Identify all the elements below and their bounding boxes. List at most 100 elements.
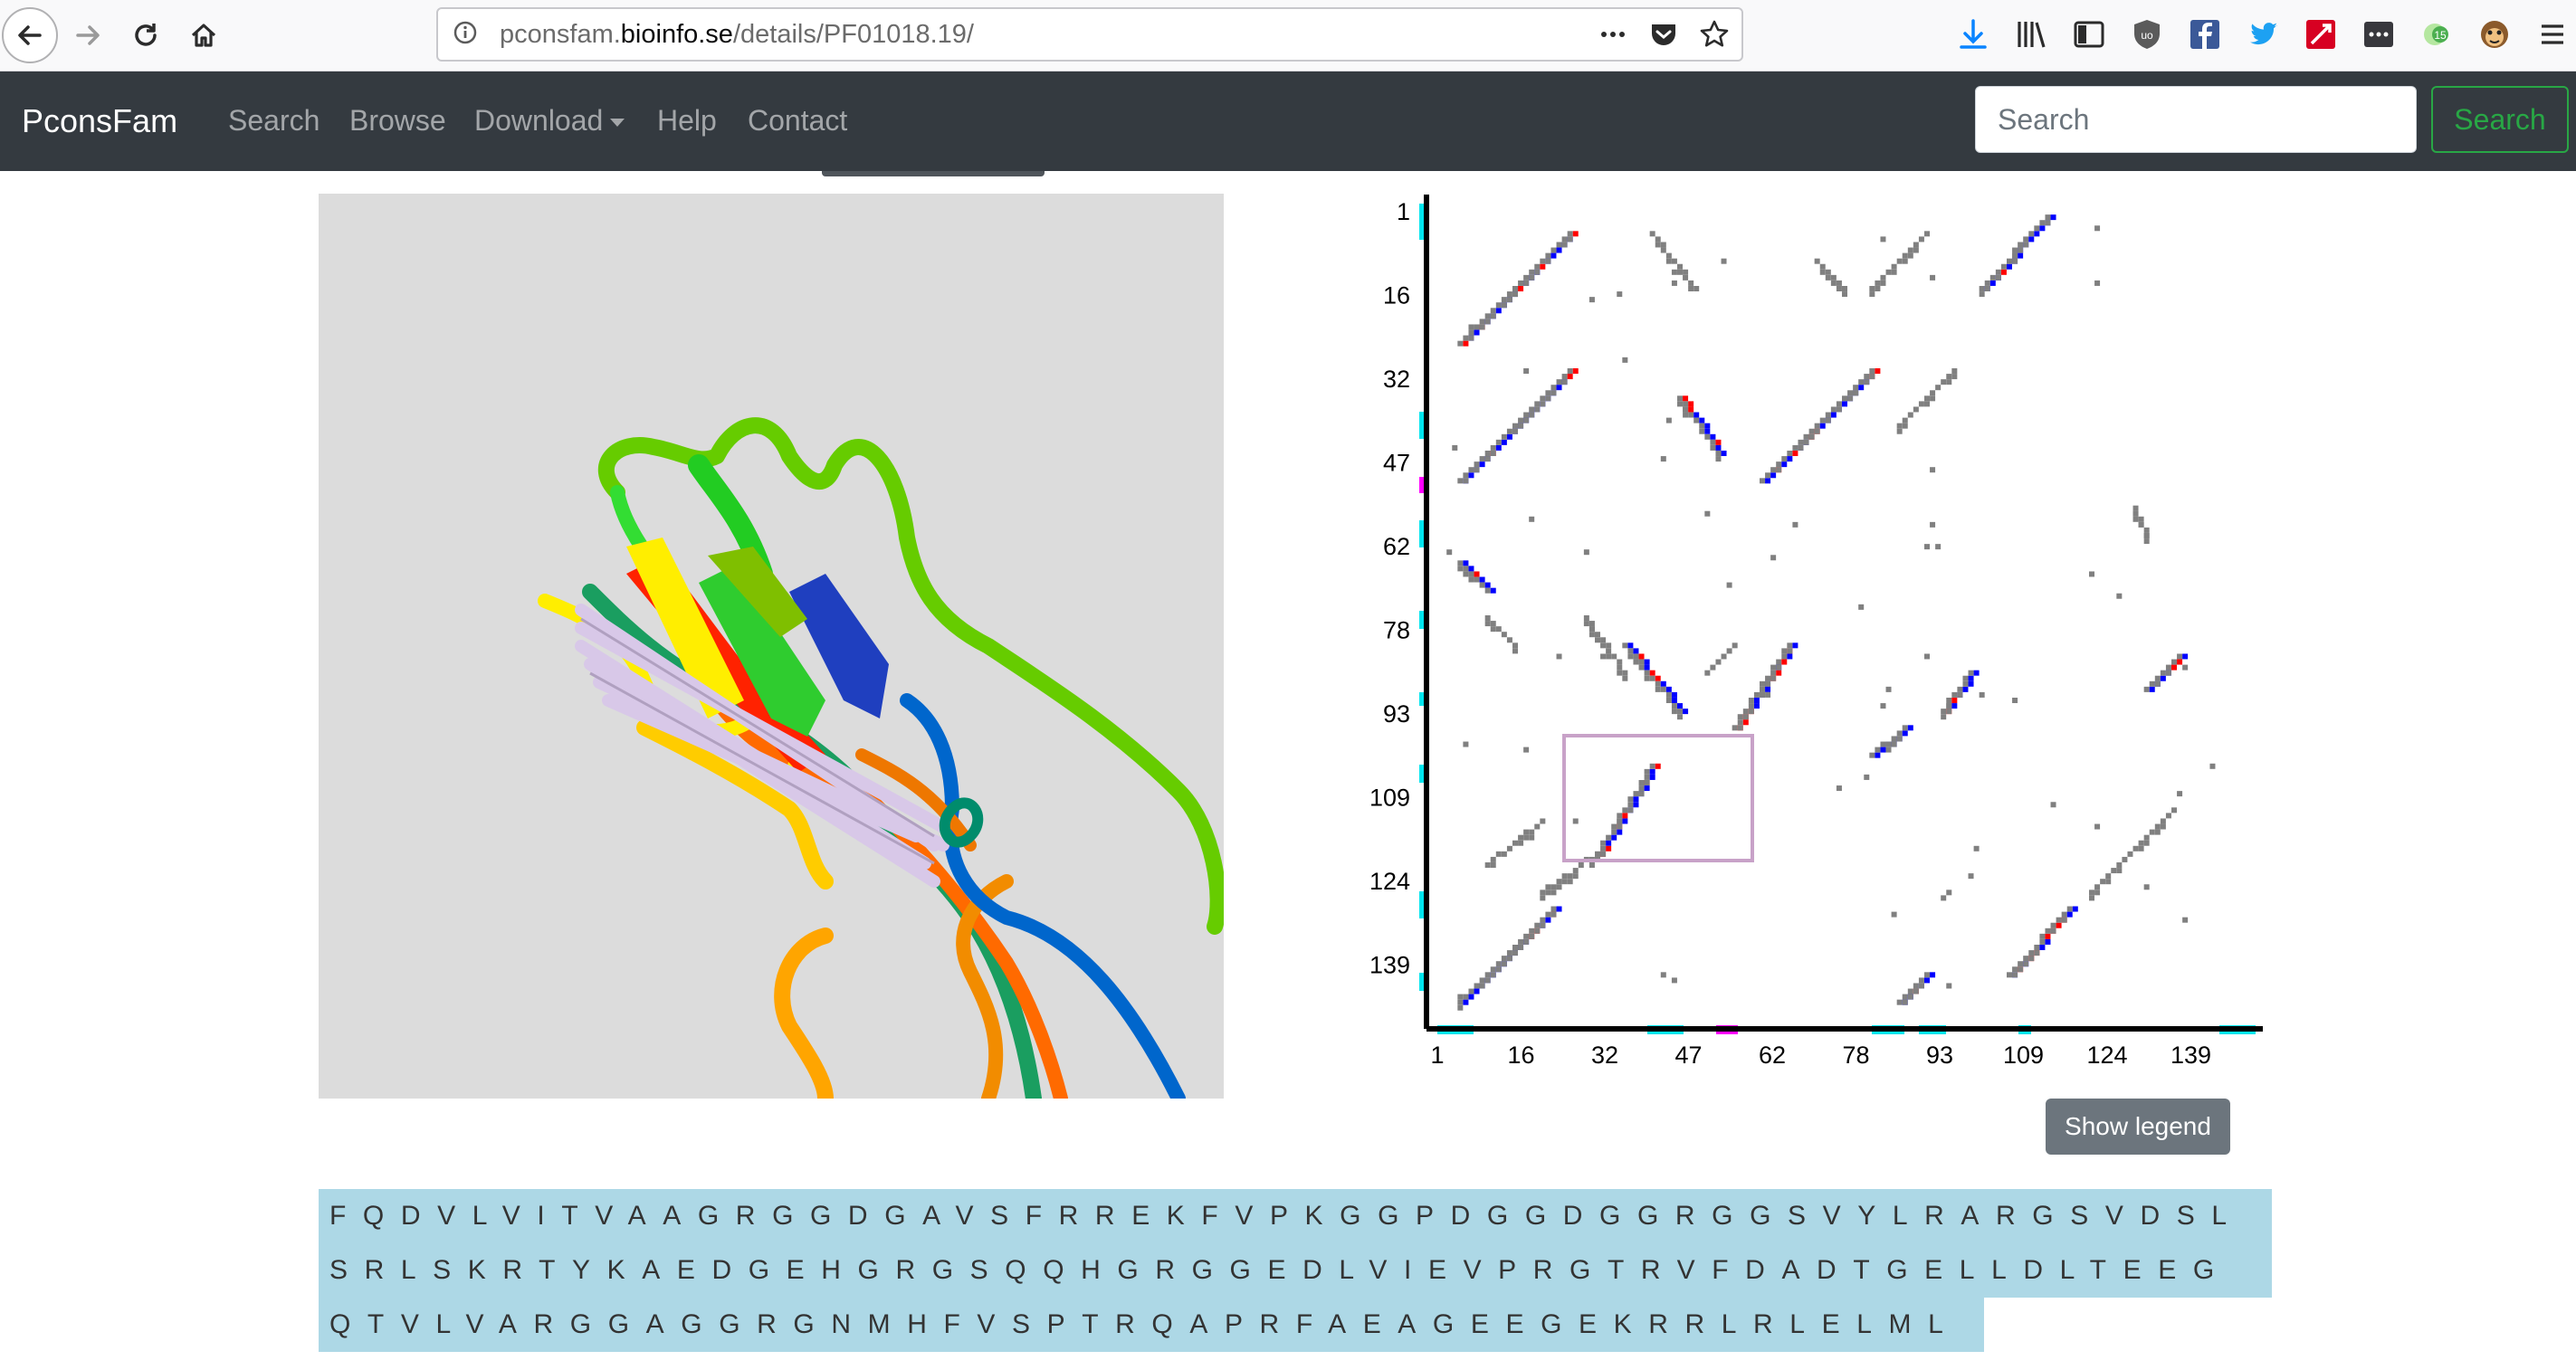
ublock-icon[interactable]: uo (2129, 16, 2165, 52)
contact-point (1671, 977, 1677, 984)
structure-viewer[interactable] (319, 194, 1224, 1099)
nav-browse[interactable]: Browse (349, 104, 446, 137)
info-icon[interactable] (453, 20, 478, 45)
menu-icon[interactable] (2534, 16, 2571, 52)
contact-point (1715, 439, 1722, 445)
contact-point (1655, 686, 1661, 692)
y-tick-label: 1 (1397, 198, 1410, 225)
contact-point (1907, 988, 1913, 994)
contact-point (1836, 785, 1842, 792)
contact-point (1787, 451, 1793, 456)
contact-point (1600, 637, 1607, 643)
contact-point (1550, 906, 1557, 912)
contact-point (2132, 845, 2139, 851)
contact-point (1765, 680, 1771, 687)
x-tick-label: 124 (2086, 1042, 2127, 1069)
contact-point (1583, 621, 1589, 627)
more-dots-icon[interactable] (1597, 18, 1629, 51)
contact-point (1819, 263, 1826, 270)
nav-contact[interactable]: Contact (748, 104, 848, 137)
twitter-icon[interactable] (2245, 16, 2281, 52)
contact-point (2000, 269, 2007, 275)
contact-point (1512, 945, 1518, 950)
contact-point (1753, 691, 1760, 698)
home-icon[interactable] (176, 7, 232, 63)
contact-point (1649, 763, 1655, 769)
nav-download[interactable]: Download (474, 104, 625, 138)
sequence-line[interactable]: QTVLVARGGAGGRGNMHFVSPTRQAPRFAEAGEEGEKRRL… (319, 1298, 1984, 1352)
contact-point (1902, 999, 1908, 1005)
search-input[interactable] (1975, 86, 2417, 153)
monkey-extension-icon[interactable] (2476, 16, 2513, 52)
contact-point (1550, 390, 1557, 396)
url-bar[interactable]: pconsfam.bioinfo.se/details/PF01018.19/ (436, 7, 1743, 62)
nav-help[interactable]: Help (657, 104, 717, 137)
red-extension-icon[interactable] (2303, 16, 2339, 52)
contact-map[interactable]: 1 16 32 47 62 78 93 109 124 139 1 16 32 47 62 78 93 109 1… (1358, 186, 2281, 1072)
contact-point (2045, 933, 2051, 939)
contact-point (2039, 938, 2046, 945)
contact-point (1463, 999, 1469, 1005)
contact-point (1495, 439, 1502, 445)
contact-point (1649, 768, 1655, 775)
contact-point (2143, 538, 2150, 545)
contact-point (1946, 379, 1952, 385)
contact-point (1787, 456, 1793, 462)
contact-point (1512, 423, 1518, 429)
contact-point (1776, 670, 1782, 676)
contact-point (1819, 423, 1826, 429)
sidebar-icon[interactable] (2071, 16, 2107, 52)
library-icon[interactable] (2013, 16, 2049, 52)
contact-point (1627, 802, 1634, 808)
contact-point (1875, 752, 1881, 758)
contact-point (1989, 274, 1996, 281)
contact-point (1550, 890, 1557, 896)
facebook-icon[interactable] (2187, 16, 2223, 52)
contact-point (1979, 691, 1985, 698)
contact-point (1765, 478, 1771, 484)
contact-point (1617, 813, 1623, 819)
reload-icon[interactable] (118, 7, 174, 63)
contact-point (2160, 823, 2166, 830)
contact-point (2012, 247, 2018, 253)
download-icon[interactable] (1955, 16, 1991, 52)
contact-point (2105, 879, 2112, 885)
brand-logo[interactable]: PconsFam (22, 102, 178, 139)
contact-point (2056, 917, 2062, 923)
contact-point (1721, 258, 1727, 264)
contact-point (1506, 845, 1512, 851)
dots-extension-icon[interactable] (2361, 16, 2397, 52)
contact-point (1523, 829, 1530, 835)
contact-point (2138, 516, 2144, 522)
contact-point (1518, 945, 1524, 950)
contact-point (1550, 911, 1557, 918)
contact-point (1468, 988, 1474, 994)
contact-point (1660, 972, 1666, 978)
show-legend-button[interactable]: Show legend (2046, 1099, 2230, 1155)
sequence-line[interactable]: SRLSKRTYKAEDGEHGRGSQQHGRGGEDLVIEVPRGTRVF… (319, 1243, 2272, 1298)
contact-point (1518, 834, 1524, 841)
pocket-icon[interactable] (1647, 18, 1680, 51)
contact-point (1825, 274, 1831, 281)
back-arrow-icon[interactable] (2, 7, 58, 63)
nav-search[interactable]: Search (228, 104, 320, 137)
contact-point (1962, 686, 1969, 692)
contact-point (1792, 521, 1798, 528)
contact-point (1479, 461, 1485, 468)
url-text[interactable]: pconsfam.bioinfo.se/details/PF01018.19/ (500, 20, 974, 49)
sequence-line[interactable]: FQDVLVITVAAGRGGDGAVSFRREKFVPKGGPDGGDGGRG… (319, 1189, 2272, 1243)
contact-point (1732, 725, 1738, 731)
contact-point (1468, 566, 1474, 572)
contact-point (1941, 709, 1947, 715)
forward-arrow-icon[interactable] (60, 7, 116, 63)
green-extension-icon[interactable]: 15 (2419, 16, 2455, 52)
selection-box[interactable] (1562, 734, 1754, 862)
svg-text:15: 15 (2434, 29, 2447, 42)
contact-point (1506, 956, 1512, 962)
x-tick-label: 47 (1674, 1042, 1702, 1069)
contact-point (1501, 961, 1507, 967)
contact-point (1847, 390, 1854, 396)
bookmark-star-icon[interactable] (1698, 18, 1731, 51)
search-button[interactable]: Search (2431, 86, 2569, 153)
contact-point (1704, 423, 1711, 429)
